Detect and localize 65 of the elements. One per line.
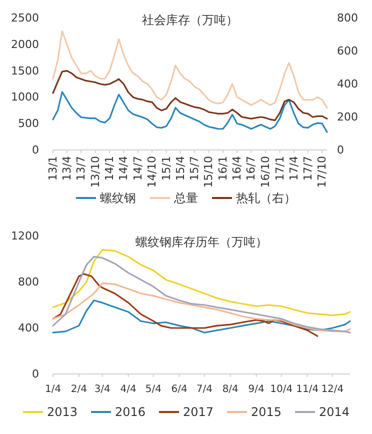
y2-tick-label: 600 (337, 44, 358, 58)
y2-tick-label: 800 (337, 12, 358, 24)
legend-label: 2014 (319, 405, 350, 419)
chart-title: 社会库存（万吨） (142, 13, 238, 27)
x-tick-label: 6/4 (171, 384, 188, 395)
x-tick-label: 7/4 (196, 384, 212, 395)
x-tick-label: 14/7 (131, 156, 144, 181)
x-tick-label: 16/4 (230, 156, 244, 181)
x-tick-label: 15/10 (202, 156, 216, 188)
y-tick-label: 500 (18, 117, 39, 130)
x-tick-label: 14/10 (146, 156, 159, 188)
x-tick-label: 1/4 (44, 384, 62, 395)
y-tick-label: 0 (32, 144, 39, 156)
y-tick-label: 2000 (11, 38, 39, 51)
x-tick-label: 9/4 (248, 384, 264, 395)
line-series (52, 256, 351, 334)
y-tick-label: 2500 (11, 12, 39, 24)
x-tick-label: 3/4 (94, 384, 110, 395)
y2-tick-label: 0 (337, 144, 344, 156)
x-tick-label: 15/7 (188, 156, 201, 181)
x-tick-label: 17/10 (316, 156, 329, 188)
line-series (52, 91, 328, 133)
legend-label: 2015 (251, 405, 282, 419)
line-series (52, 300, 351, 334)
legend-label: 2016 (115, 405, 146, 419)
legend-label: 2013 (47, 405, 78, 419)
x-tick-label: 14/4 (117, 156, 130, 181)
line-series (52, 282, 351, 332)
y-tick-label: 1200 (11, 230, 39, 242)
x-tick-label: 17/7 (301, 156, 314, 181)
y-tick-label: 400 (18, 322, 39, 334)
x-tick-label: 12/4 (321, 384, 344, 395)
x-tick-label: 15/4 (174, 156, 187, 181)
x-tick-label: 13/10 (88, 156, 102, 188)
y2-tick-label: 200 (337, 110, 358, 124)
x-tick-label: 4/4 (120, 384, 136, 395)
x-tick-label: 16/1 (216, 156, 230, 181)
x-tick-label: 14/1 (103, 156, 116, 181)
x-tick-label: 16/10 (259, 156, 272, 188)
x-tick-label: 5/4 (145, 384, 162, 395)
x-tick-label: 15/1 (160, 156, 173, 181)
x-tick-label: 13/1 (46, 156, 60, 181)
x-tick-label: 13/7 (74, 156, 88, 181)
x-tick-label: 8/4 (222, 384, 238, 395)
y-tick-label: 0 (32, 368, 39, 380)
line-series (52, 249, 351, 316)
line-series (52, 30, 328, 109)
x-tick-label: 2/4 (70, 384, 87, 395)
chart-title: 螺纹钢库存历年（万吨） (136, 235, 268, 249)
legend-label: 2017 (183, 405, 214, 419)
x-tick-label: 17/4 (287, 156, 300, 181)
line-series (52, 273, 318, 337)
y-tick-label: 800 (18, 276, 39, 288)
x-tick-label: 16/7 (244, 156, 258, 181)
legend-label: 螺纹钢 (100, 191, 136, 205)
x-tick-label: 10/4 (270, 384, 293, 395)
legend-label: 总量 (173, 191, 198, 205)
x-tick-label: 11/4 (296, 384, 319, 395)
y-tick-label: 1500 (11, 64, 39, 78)
line-series (52, 70, 328, 122)
y2-tick-label: 400 (337, 78, 358, 90)
y-tick-label: 1000 (11, 90, 39, 104)
legend-label: 热轧（右） (236, 191, 296, 205)
x-tick-label: 13/4 (60, 156, 74, 181)
x-tick-label: 17/1 (273, 156, 286, 181)
